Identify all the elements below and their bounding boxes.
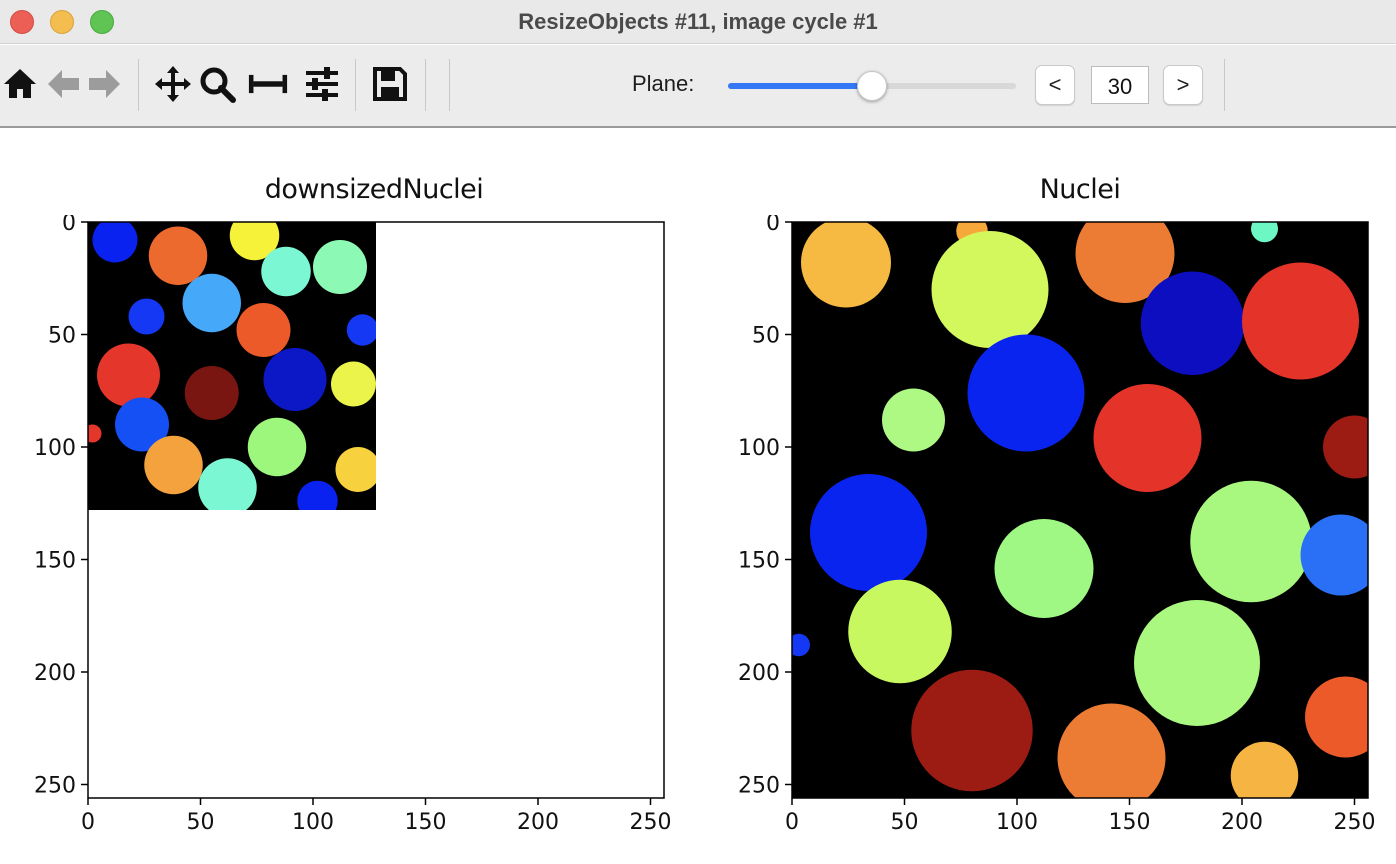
y-tick-label: 50 bbox=[752, 324, 780, 349]
nucleus-object bbox=[1140, 271, 1245, 375]
nucleus-object bbox=[97, 343, 160, 407]
pan-icon[interactable] bbox=[153, 63, 193, 105]
y-tick-label: 200 bbox=[34, 661, 76, 686]
x-tick-label: 200 bbox=[1221, 810, 1263, 835]
subplots-icon[interactable] bbox=[248, 63, 288, 105]
y-tick-label: 250 bbox=[34, 774, 76, 799]
nucleus-object bbox=[115, 397, 169, 452]
nucleus-object bbox=[792, 633, 810, 657]
x-tick-label: 50 bbox=[187, 810, 215, 835]
nucleus-object bbox=[931, 231, 1049, 348]
close-window-button[interactable] bbox=[10, 10, 34, 34]
configure-icon[interactable] bbox=[302, 63, 342, 105]
y-tick-label: 100 bbox=[738, 436, 780, 461]
window-title: ResizeObjects #11, image cycle #1 bbox=[518, 9, 878, 34]
plane-label: Plane: bbox=[632, 71, 695, 96]
nucleus-object bbox=[1251, 222, 1278, 243]
nucleus-object bbox=[994, 519, 1094, 618]
toolbar-separator bbox=[355, 59, 356, 111]
x-tick-label: 0 bbox=[81, 810, 95, 835]
y-tick-label: 0 bbox=[766, 215, 780, 236]
y-tick-label: 100 bbox=[34, 436, 76, 461]
y-tick-label: 150 bbox=[738, 549, 780, 574]
slider-knob[interactable] bbox=[857, 71, 887, 101]
nucleus-object bbox=[331, 361, 376, 407]
nucleus-object bbox=[198, 458, 257, 510]
toolbar-separator bbox=[138, 59, 139, 111]
y-tick-label: 0 bbox=[62, 215, 76, 236]
nucleus-object bbox=[1093, 384, 1202, 492]
objects-layer bbox=[792, 222, 1368, 798]
axes-frame bbox=[87, 221, 665, 799]
nucleus-object bbox=[128, 298, 165, 335]
x-tick-label: 250 bbox=[630, 810, 672, 835]
nucleus-object bbox=[1190, 480, 1312, 603]
nucleus-object bbox=[144, 435, 203, 495]
toolbar-separator bbox=[449, 59, 450, 111]
nucleus-object bbox=[236, 303, 291, 357]
axes-frame bbox=[791, 221, 1369, 799]
x-tick-label: 150 bbox=[1109, 810, 1151, 835]
y-tick-label: 50 bbox=[48, 324, 76, 349]
nucleus-object bbox=[1300, 514, 1368, 596]
nucleus-object bbox=[92, 222, 138, 263]
nucleus-object bbox=[182, 273, 241, 333]
toolbar: Plane: < 30 > bbox=[0, 45, 1396, 128]
nucleus-object bbox=[1075, 222, 1175, 303]
nucleus-object bbox=[297, 480, 338, 510]
nucleus-object bbox=[184, 366, 239, 420]
nucleus-object bbox=[263, 348, 327, 411]
nucleus-object bbox=[148, 226, 208, 285]
nucleus-object bbox=[261, 246, 311, 297]
nucleus-object bbox=[848, 579, 952, 684]
nucleus-object bbox=[911, 669, 1033, 792]
nucleus-object bbox=[801, 222, 891, 308]
right-plot-title: Nuclei bbox=[1039, 174, 1121, 205]
nucleus-object bbox=[1134, 600, 1260, 726]
plane-slider[interactable] bbox=[728, 71, 1018, 101]
next-plane-button[interactable]: > bbox=[1163, 65, 1203, 105]
y-tick-label: 200 bbox=[738, 661, 780, 686]
x-tick-label: 250 bbox=[1334, 810, 1376, 835]
toolbar-separator bbox=[425, 59, 426, 111]
plane-number-field[interactable]: 30 bbox=[1091, 66, 1149, 104]
nucleus-object bbox=[247, 417, 307, 477]
objects-layer bbox=[88, 222, 376, 510]
x-tick-label: 200 bbox=[517, 810, 559, 835]
nucleus-object bbox=[88, 424, 102, 443]
nucleus-object bbox=[1323, 415, 1368, 479]
x-tick-label: 150 bbox=[405, 810, 447, 835]
nucleus-object bbox=[1242, 262, 1359, 380]
title-bar: ResizeObjects #11, image cycle #1 bbox=[0, 0, 1396, 44]
nucleus-object bbox=[882, 388, 945, 452]
nucleus-object bbox=[346, 314, 376, 346]
save-icon[interactable] bbox=[370, 63, 410, 105]
nucleus-object bbox=[335, 447, 376, 492]
nucleus-object bbox=[1305, 676, 1368, 758]
nucleus-object bbox=[229, 222, 280, 261]
nucleus-object bbox=[1230, 741, 1299, 798]
x-tick-label: 0 bbox=[785, 810, 799, 835]
x-tick-label: 100 bbox=[292, 810, 334, 835]
nucleus-object bbox=[1057, 703, 1166, 798]
nucleus-object bbox=[313, 240, 367, 294]
home-icon[interactable] bbox=[0, 63, 40, 105]
minimize-window-button[interactable] bbox=[50, 10, 74, 34]
toolbar-separator bbox=[1224, 59, 1225, 111]
zoom-icon[interactable] bbox=[197, 63, 237, 105]
back-arrow-icon[interactable] bbox=[43, 63, 83, 105]
x-tick-label: 50 bbox=[891, 810, 919, 835]
y-tick-label: 250 bbox=[738, 774, 780, 799]
nucleus-object bbox=[810, 474, 927, 591]
left-plot-title: downsizedNuclei bbox=[264, 174, 484, 205]
nucleus-object bbox=[967, 334, 1085, 452]
y-tick-label: 150 bbox=[34, 549, 76, 574]
slider-fill bbox=[728, 83, 872, 89]
forward-arrow-icon[interactable] bbox=[85, 63, 125, 105]
maximize-window-button[interactable] bbox=[90, 10, 114, 34]
x-tick-label: 100 bbox=[996, 810, 1038, 835]
previous-plane-button[interactable]: < bbox=[1035, 65, 1075, 105]
